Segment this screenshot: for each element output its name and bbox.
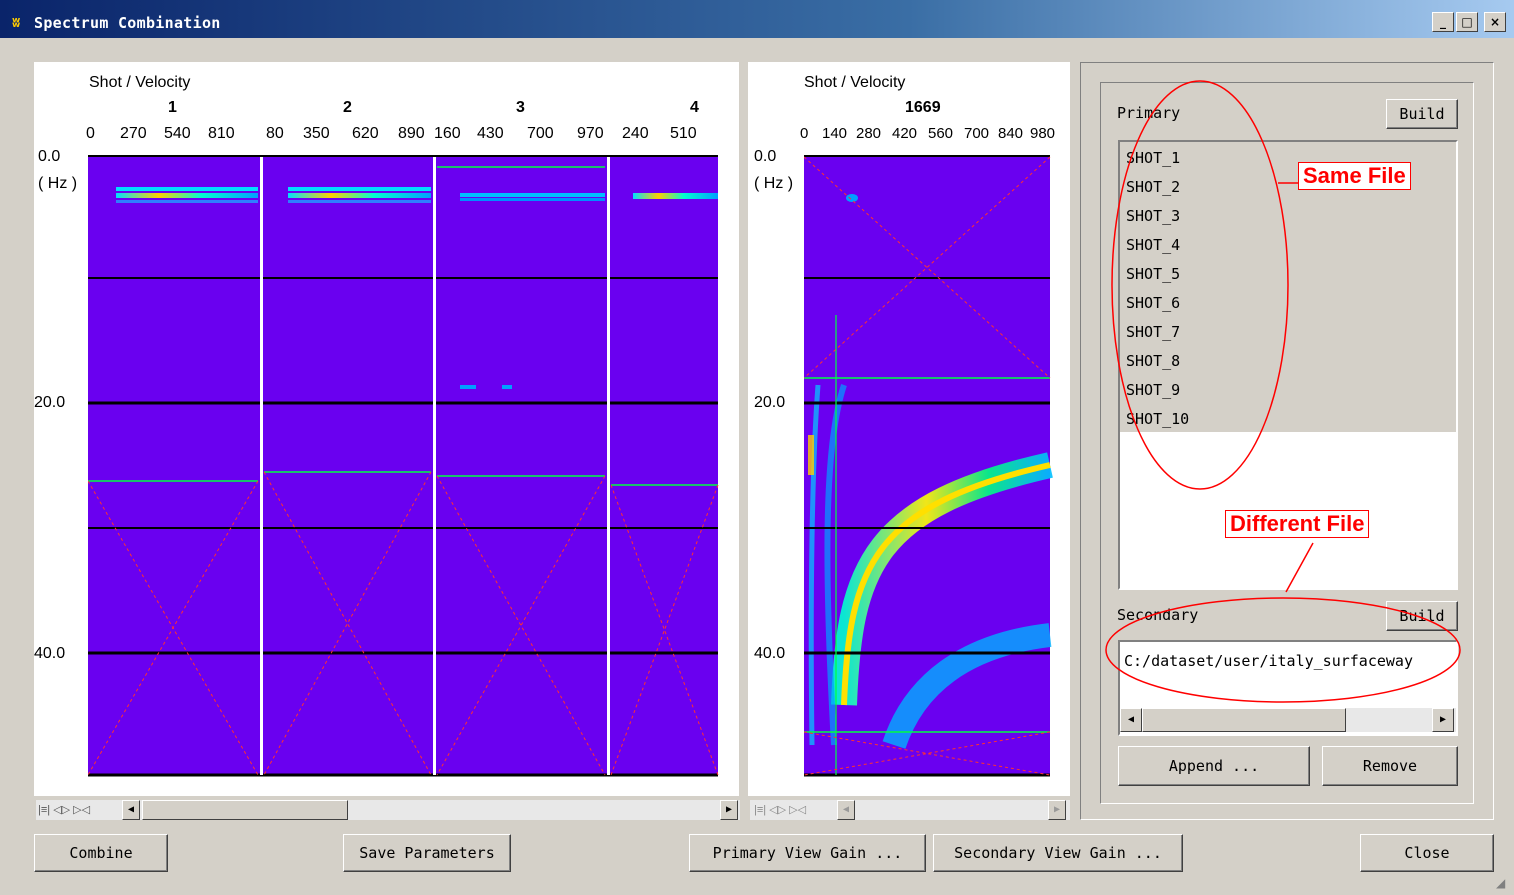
- shot-label-2: 2: [343, 99, 352, 116]
- freq-tick: 40.0: [34, 645, 66, 662]
- vel-tick: 540: [164, 125, 191, 142]
- shot-label-3: 3: [516, 99, 525, 116]
- vel-tick: 510: [670, 125, 697, 142]
- list-item[interactable]: SHOT_6: [1126, 294, 1181, 312]
- window-title: Spectrum Combination: [34, 14, 221, 32]
- vel-tick: 270: [120, 125, 147, 142]
- scroll-right-arrow-icon[interactable]: ▶: [1432, 708, 1454, 732]
- vel-tick: 810: [208, 125, 235, 142]
- list-item[interactable]: SHOT_9: [1126, 381, 1181, 399]
- vel-tick: 0: [800, 125, 809, 142]
- close-button[interactable]: Close: [1360, 834, 1494, 872]
- scroll-left-arrow-icon[interactable]: ◀: [1120, 708, 1142, 732]
- primary-label: Primary: [1117, 104, 1181, 122]
- vel-tick: 560: [928, 125, 954, 142]
- minimize-button[interactable]: _: [1432, 12, 1454, 32]
- freq-unit: ( Hz ): [754, 175, 794, 192]
- freq-tick: 0.0: [754, 148, 777, 165]
- freq-unit: ( Hz ): [38, 175, 78, 192]
- secondary-build-button[interactable]: Build: [1386, 601, 1458, 631]
- primary-build-button[interactable]: Build: [1386, 99, 1458, 129]
- scroll-left-arrow-icon[interactable]: ◀: [122, 800, 140, 820]
- app-icon: ʬ: [12, 15, 21, 31]
- nav-first-icon[interactable]: |≡| ◁▷ ▷◁: [38, 804, 91, 816]
- list-item[interactable]: SHOT_8: [1126, 352, 1181, 370]
- file-panel: [1080, 62, 1494, 820]
- vel-tick: 240: [622, 125, 649, 142]
- list-item[interactable]: SHOT_2: [1126, 178, 1181, 196]
- vel-tick: 0: [86, 125, 95, 142]
- remove-button[interactable]: Remove: [1322, 746, 1458, 786]
- file-group: [1100, 82, 1474, 804]
- vel-tick: 840: [998, 125, 1024, 142]
- primary-view-gain-button[interactable]: Primary View Gain ...: [689, 834, 926, 872]
- vel-tick: 890: [398, 125, 425, 142]
- list-item[interactable]: SHOT_3: [1126, 207, 1181, 225]
- maximize-button[interactable]: □: [1456, 12, 1478, 32]
- shot-label-4: 4: [690, 99, 699, 116]
- scroll-right-arrow-icon[interactable]: ▶: [720, 800, 738, 820]
- freq-tick: 0.0: [38, 148, 61, 165]
- vel-tick: 700: [964, 125, 990, 142]
- secondary-plot-header: Shot / Velocity: [804, 74, 906, 91]
- append-button[interactable]: Append ...: [1118, 746, 1310, 786]
- secondary-label: Secondary: [1117, 606, 1199, 624]
- vel-tick: 160: [434, 125, 461, 142]
- annotation-overlay: [1105, 80, 1461, 703]
- list-item[interactable]: SHOT_4: [1126, 236, 1181, 254]
- combine-button[interactable]: Combine: [34, 834, 168, 872]
- scroll-right-arrow-icon[interactable]: ▶: [1048, 800, 1066, 820]
- vel-tick: 430: [477, 125, 504, 142]
- different-file-annotation: Different File: [1225, 510, 1370, 538]
- scroll-thumb[interactable]: [142, 800, 348, 820]
- title-bar: [0, 0, 1514, 38]
- secondary-path[interactable]: C:/dataset/user/italy_surfaceway: [1124, 652, 1413, 670]
- scroll-thumb[interactable]: [1142, 708, 1346, 732]
- vel-tick: 350: [303, 125, 330, 142]
- shot-label-1: 1: [168, 99, 177, 116]
- list-item[interactable]: SHOT_10: [1126, 410, 1190, 428]
- vel-tick: 980: [1030, 125, 1056, 142]
- same-file-annotation: Same File: [1298, 162, 1411, 190]
- vel-tick: 620: [352, 125, 379, 142]
- list-item[interactable]: SHOT_1: [1126, 149, 1181, 167]
- nav-first-icon[interactable]: |≡| ◁▷ ▷◁: [754, 804, 807, 816]
- secondary-view-gain-button[interactable]: Secondary View Gain ...: [933, 834, 1183, 872]
- vel-tick: 420: [892, 125, 918, 142]
- list-item[interactable]: SHOT_7: [1126, 323, 1181, 341]
- list-item[interactable]: SHOT_5: [1126, 265, 1181, 283]
- secondary-spectrum-heatmap: [804, 155, 1053, 777]
- vel-tick: 140: [822, 125, 848, 142]
- freq-tick: 20.0: [34, 394, 66, 411]
- vel-tick: 80: [266, 125, 284, 142]
- primary-spectrum-heatmap: [88, 155, 719, 777]
- freq-tick: 40.0: [754, 645, 786, 662]
- secondary-shot-label: 1669: [905, 99, 941, 116]
- primary-plot-header: Shot / Velocity: [89, 74, 191, 91]
- secondary-scrollbar[interactable]: [750, 800, 1070, 820]
- close-window-button[interactable]: ×: [1484, 12, 1506, 32]
- vel-tick: 700: [527, 125, 554, 142]
- vel-tick: 970: [577, 125, 604, 142]
- resize-grip-icon[interactable]: ◢: [1496, 876, 1506, 890]
- scroll-left-arrow-icon[interactable]: ◀: [837, 800, 855, 820]
- save-parameters-button[interactable]: Save Parameters: [343, 834, 511, 872]
- freq-tick: 20.0: [754, 394, 786, 411]
- vel-tick: 280: [856, 125, 882, 142]
